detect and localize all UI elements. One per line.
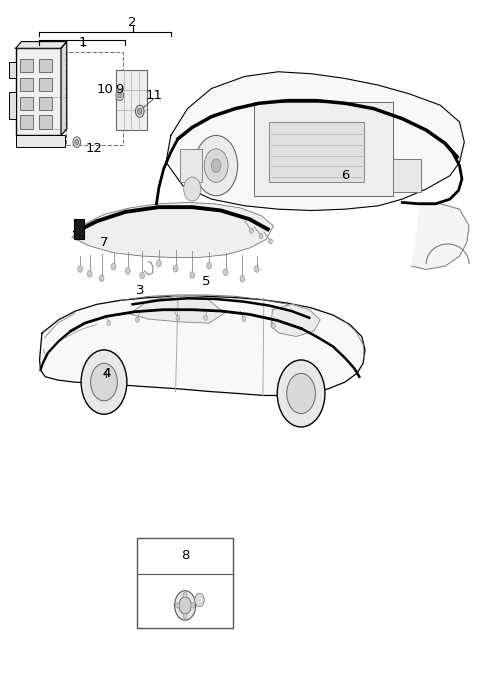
Bar	[20, 78, 33, 92]
Text: 3: 3	[135, 285, 144, 297]
Circle shape	[173, 265, 178, 272]
Circle shape	[272, 323, 276, 328]
Circle shape	[135, 105, 144, 117]
Bar	[74, 219, 84, 239]
Circle shape	[176, 603, 180, 608]
Polygon shape	[166, 72, 464, 211]
Bar	[38, 78, 52, 92]
Circle shape	[250, 228, 253, 234]
Polygon shape	[271, 304, 320, 336]
Text: 10: 10	[97, 83, 114, 96]
Text: 12: 12	[86, 142, 103, 155]
Bar	[66, 52, 123, 145]
Circle shape	[190, 272, 195, 279]
Circle shape	[75, 139, 79, 145]
Bar	[254, 102, 393, 196]
Bar	[180, 149, 202, 182]
Circle shape	[135, 317, 139, 322]
Circle shape	[204, 315, 207, 320]
Circle shape	[206, 262, 211, 269]
Circle shape	[91, 363, 117, 401]
Polygon shape	[39, 296, 365, 396]
Circle shape	[242, 316, 246, 322]
Circle shape	[211, 159, 221, 172]
Polygon shape	[129, 296, 225, 323]
Circle shape	[184, 177, 201, 201]
Polygon shape	[72, 203, 274, 257]
Bar	[116, 70, 147, 130]
Text: 11: 11	[145, 89, 163, 102]
Circle shape	[195, 594, 204, 607]
Text: 5: 5	[203, 275, 211, 288]
Circle shape	[81, 350, 127, 415]
Circle shape	[223, 269, 228, 275]
Text: 7: 7	[100, 236, 108, 249]
Circle shape	[277, 360, 325, 427]
Circle shape	[116, 90, 123, 100]
Circle shape	[125, 268, 130, 275]
Circle shape	[175, 591, 196, 621]
Circle shape	[269, 239, 273, 244]
Bar	[38, 115, 52, 129]
Bar	[16, 48, 61, 135]
Bar	[20, 96, 33, 110]
Text: 8: 8	[181, 549, 189, 562]
Polygon shape	[61, 42, 67, 135]
Bar	[393, 159, 421, 192]
Bar	[20, 115, 33, 129]
Circle shape	[118, 93, 121, 98]
Text: 9: 9	[116, 83, 124, 96]
Circle shape	[78, 266, 83, 273]
Text: 4: 4	[102, 367, 110, 380]
Bar	[38, 96, 52, 110]
Circle shape	[191, 603, 195, 608]
Bar	[137, 538, 233, 628]
Circle shape	[176, 315, 180, 320]
Bar	[38, 59, 52, 73]
Bar	[269, 122, 364, 182]
Circle shape	[156, 260, 161, 267]
Bar	[16, 135, 65, 147]
Circle shape	[240, 275, 245, 282]
Text: 1: 1	[78, 36, 87, 49]
Circle shape	[204, 149, 228, 182]
Circle shape	[73, 137, 81, 147]
Circle shape	[140, 272, 144, 279]
Circle shape	[183, 614, 187, 619]
Circle shape	[195, 135, 238, 196]
Circle shape	[287, 374, 315, 414]
Text: 6: 6	[341, 169, 349, 182]
Circle shape	[107, 320, 111, 326]
Circle shape	[99, 275, 104, 281]
Bar	[9, 62, 16, 79]
Bar	[20, 59, 33, 73]
Text: 2: 2	[128, 16, 137, 30]
Circle shape	[111, 263, 116, 270]
Circle shape	[254, 266, 259, 273]
Polygon shape	[412, 203, 469, 269]
Circle shape	[183, 592, 187, 598]
Circle shape	[138, 108, 142, 114]
Text: 4: 4	[102, 367, 110, 380]
Circle shape	[179, 597, 192, 614]
Circle shape	[87, 271, 92, 277]
Polygon shape	[16, 42, 67, 48]
Bar	[9, 92, 16, 118]
Circle shape	[259, 234, 263, 239]
